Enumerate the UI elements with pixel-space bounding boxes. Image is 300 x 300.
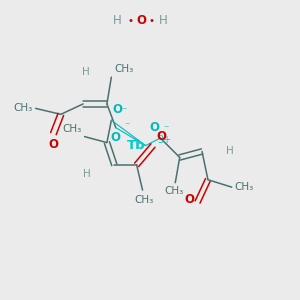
Text: O: O [156,130,166,142]
Text: 3+: 3+ [158,135,172,145]
Text: •: • [128,16,134,26]
Text: H: H [159,14,168,27]
Text: CH₃: CH₃ [62,124,82,134]
Text: CH₃: CH₃ [164,186,183,196]
Text: H: H [82,67,90,77]
Text: Tb: Tb [127,139,146,152]
Text: CH₃: CH₃ [235,182,254,192]
Text: •: • [148,16,154,26]
Text: O: O [149,121,159,134]
Text: O: O [48,138,59,151]
Text: ⁻: ⁻ [125,121,130,131]
Text: H: H [83,169,91,179]
Text: O: O [184,193,195,206]
Text: ⁻: ⁻ [122,106,127,116]
Text: CH₃: CH₃ [13,103,33,113]
Text: O: O [136,14,146,27]
Text: H: H [113,14,122,27]
Text: H: H [226,146,233,157]
Text: CH₃: CH₃ [134,195,154,205]
Text: O: O [113,103,123,116]
Text: ⁻: ⁻ [164,124,169,134]
Text: CH₃: CH₃ [114,64,134,74]
Text: O: O [111,131,121,144]
